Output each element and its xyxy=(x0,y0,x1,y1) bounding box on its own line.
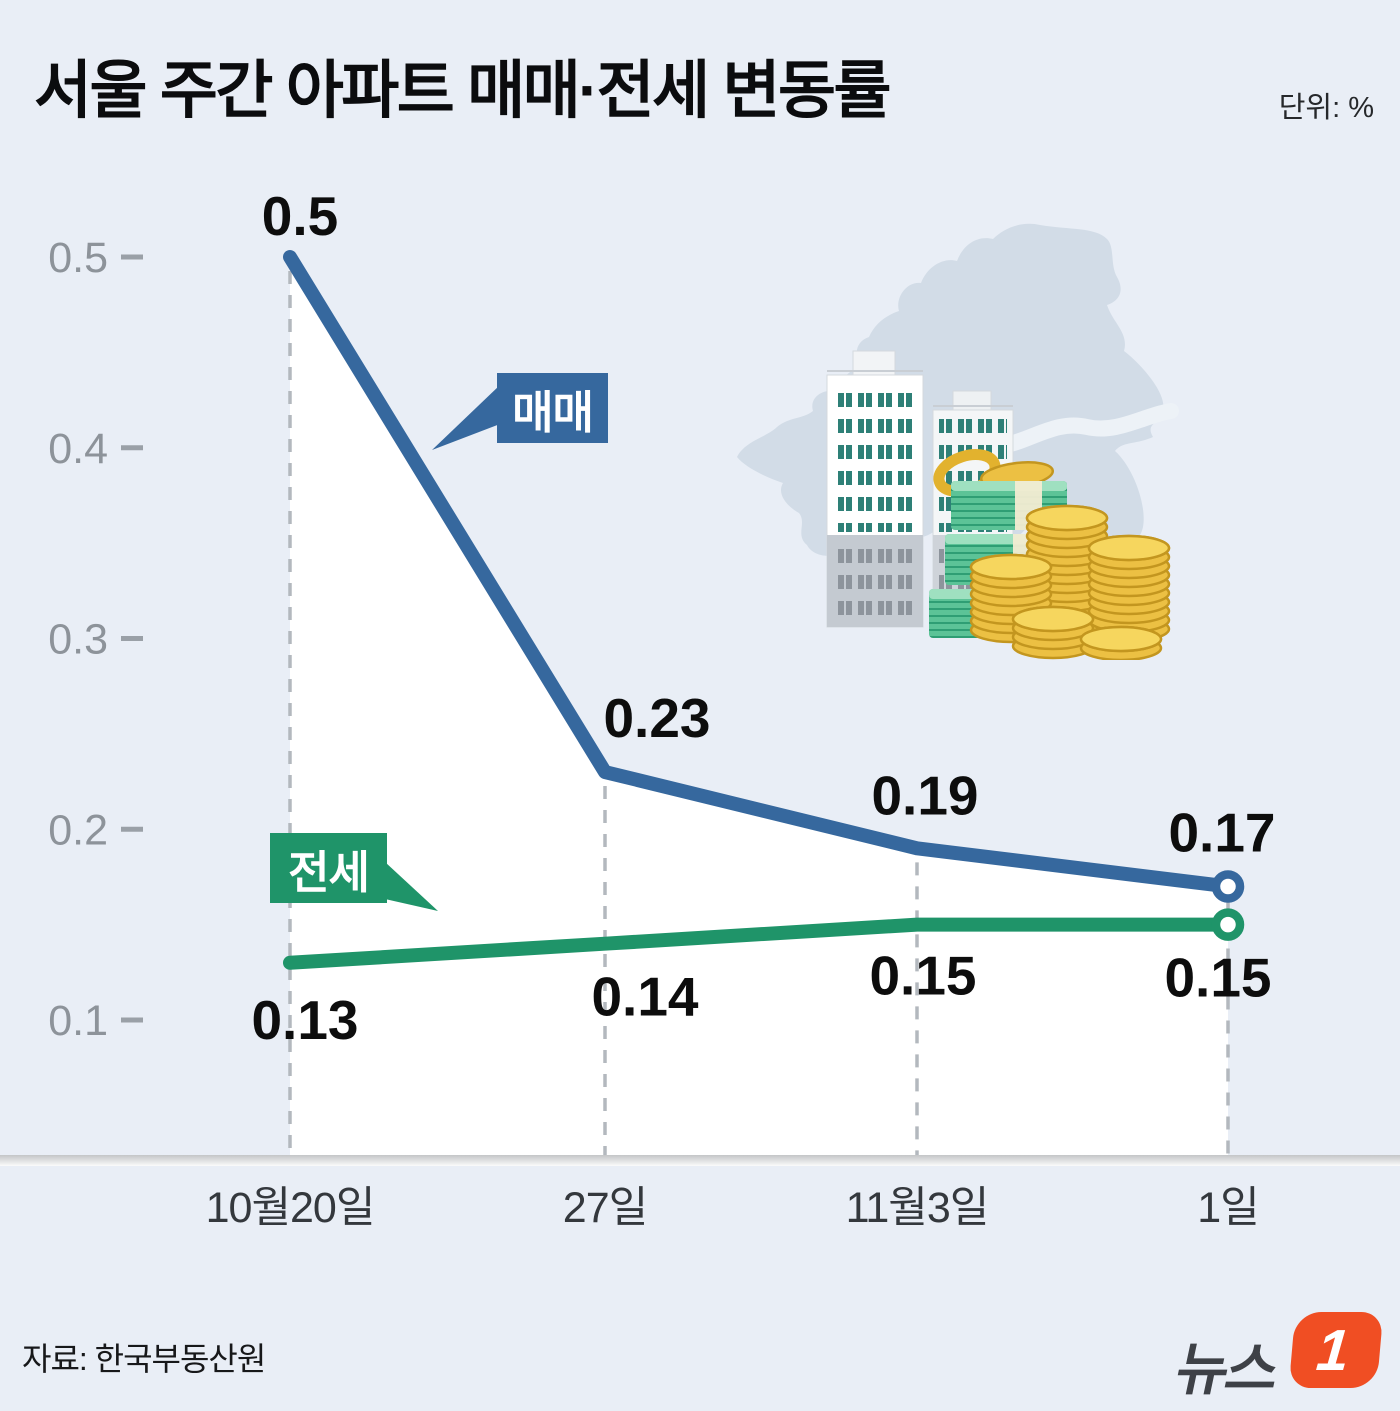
jeonse-callout-tail xyxy=(385,862,438,911)
sale-value-label-3: 0.17 xyxy=(1168,801,1275,863)
y-tick-label-4: 0.1 xyxy=(48,997,108,1045)
sale-line xyxy=(283,250,1235,894)
y-tick-label-2: 0.3 xyxy=(48,616,108,664)
y-tick-label-3: 0.2 xyxy=(48,806,108,854)
y-tick-label-1: 0.4 xyxy=(48,425,108,473)
y-tick-label-0: 0.5 xyxy=(48,234,108,282)
sale-value-label-1: 0.23 xyxy=(603,687,710,749)
unit-label: 단위: % xyxy=(1278,92,1374,124)
news1-logo: 뉴스 1 xyxy=(1170,1312,1384,1402)
jeonse-value-label-3: 0.15 xyxy=(1164,947,1271,1009)
sale-series-callout: 매매 xyxy=(497,373,608,443)
news1-logo-badge-digit: 1 xyxy=(1314,1317,1352,1383)
sale-series-label: 매매 xyxy=(512,386,594,438)
x-axis-line xyxy=(0,1155,1400,1166)
page-title: 서울 주간 아파트 매매·전세 변동률 xyxy=(34,56,891,126)
x-tick-label-0: 10월20일 xyxy=(206,1184,375,1232)
jeonse-series-callout: 전세 xyxy=(270,833,387,903)
jeonse-line xyxy=(283,917,1235,970)
sale-callout-tail xyxy=(432,385,500,450)
jeonse-end-marker xyxy=(1211,908,1245,941)
source-label: 자료: 한국부동산원 xyxy=(22,1341,266,1377)
jeonse-value-label-0: 0.13 xyxy=(251,989,358,1051)
jeonse-series-label: 전세 xyxy=(288,846,370,898)
area-under-sale-line xyxy=(290,257,1228,1157)
x-tick-label-1: 27일 xyxy=(563,1184,647,1232)
jeonse-value-label-1: 0.14 xyxy=(591,966,698,1028)
sale-end-marker xyxy=(1211,870,1245,903)
jeonse-value-label-2: 0.15 xyxy=(869,945,976,1007)
x-tick-label-3: 1일 xyxy=(1197,1184,1258,1232)
news1-logo-text: 뉴스 xyxy=(1170,1338,1283,1402)
sale-value-label-0: 0.5 xyxy=(262,185,338,247)
x-tick-label-2: 11월3일 xyxy=(846,1184,989,1232)
sale-value-label-2: 0.19 xyxy=(871,764,978,826)
news1-logo-badge-icon: 1 xyxy=(1288,1312,1384,1388)
